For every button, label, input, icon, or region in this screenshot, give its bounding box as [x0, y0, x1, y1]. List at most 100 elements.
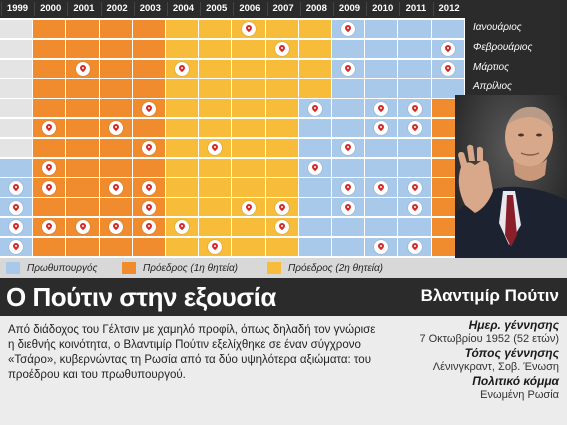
timeline-cell: [365, 79, 398, 98]
location-pin-icon: [407, 200, 422, 215]
timeline-cell: [0, 158, 33, 177]
year-header-cell: 2010: [366, 2, 398, 16]
year-header-cell: 2011: [399, 2, 431, 16]
person-facts: Ημερ. γέννησης 7 Οκτωβρίου 1952 (52 ετών…: [369, 318, 559, 402]
timeline-cell: [332, 237, 365, 257]
location-pin-icon: [42, 121, 57, 136]
year-header-cell: 2007: [266, 2, 299, 16]
timeline-cell: [166, 158, 199, 177]
timeline-cell: [199, 119, 232, 138]
timeline-cell: [431, 20, 464, 39]
timeline-cell: [66, 99, 99, 118]
timeline-cell: [99, 237, 132, 257]
timeline-cell: [298, 59, 331, 78]
timeline-cell: [298, 138, 331, 158]
timeline-cell: [99, 198, 132, 217]
location-pin-icon: [108, 121, 123, 136]
timeline-cell: [0, 79, 33, 98]
timeline-cell: [166, 20, 199, 39]
location-pin-icon: [108, 220, 123, 235]
location-pin-icon: [307, 161, 322, 175]
timeline-cell: [265, 237, 298, 257]
timeline-cell: [132, 119, 165, 138]
location-pin-icon: [374, 121, 389, 136]
timeline-cell: [66, 79, 99, 98]
location-pin-icon: [307, 101, 322, 116]
timeline-cell: [66, 198, 99, 217]
timeline-cell: [332, 39, 365, 59]
year-header-cell: 2005: [200, 2, 232, 16]
timeline-cell: [265, 178, 298, 197]
timeline-cell: [298, 119, 331, 138]
timeline-cell: [66, 20, 99, 39]
timeline-cell: [298, 237, 331, 257]
location-pin-icon: [440, 62, 455, 76]
year-header: 1999 2000 2001 2002 2003 2004 2005 2006 2007 2008…: [0, 0, 567, 18]
year-header-cell: 2008: [299, 2, 332, 16]
timeline-cell: [265, 99, 298, 118]
location-pin-icon: [374, 240, 389, 255]
timeline-cell: [33, 59, 66, 78]
year-header-cell: 2012: [432, 2, 465, 16]
year-header-cell: 2000: [34, 2, 66, 16]
timeline-cell: [398, 79, 431, 98]
timeline-cell: [0, 39, 33, 59]
location-pin-icon: [9, 220, 24, 235]
timeline-cell: [232, 178, 265, 197]
timeline-cell: [332, 119, 365, 138]
timeline-cell: [0, 59, 33, 78]
timeline-cell: [332, 99, 365, 118]
timeline-cell: [166, 99, 199, 118]
timeline-cell: [166, 178, 199, 197]
timeline-cell: [132, 79, 165, 98]
year-header-cell: 2009: [333, 2, 365, 16]
timeline-cell: [132, 39, 165, 59]
timeline-cell: [166, 198, 199, 217]
month-label: Μάρτιος: [473, 61, 509, 73]
location-pin-icon: [42, 220, 57, 235]
year-header-cell: 2003: [133, 2, 166, 16]
legend-swatch: [6, 262, 20, 274]
timeline-cell: [265, 138, 298, 158]
timeline-cell: [99, 79, 132, 98]
month-label: Απρίλιος: [473, 81, 512, 93]
timeline-cell: [398, 218, 431, 237]
timeline-cell: [66, 119, 99, 138]
month-label: Φεβρουάριος: [473, 41, 533, 53]
timeline-cell: [332, 158, 365, 177]
timeline-cell: [99, 158, 132, 177]
timeline-cell: [298, 79, 331, 98]
timeline-cell: [199, 59, 232, 78]
legend-item-president-second-term: Πρόεδρος (2η θητεία): [267, 261, 383, 275]
location-pin-icon: [175, 220, 190, 235]
timeline-cell: [332, 218, 365, 237]
timeline-cell: [33, 79, 66, 98]
timeline-cell: [99, 39, 132, 59]
location-pin-icon: [241, 200, 256, 215]
location-pin-icon: [407, 180, 422, 195]
timeline-cell: [398, 158, 431, 177]
timeline-cell: [166, 79, 199, 98]
timeline-cell: [232, 158, 265, 177]
timeline-cell: [232, 119, 265, 138]
location-pin-icon: [274, 42, 289, 57]
timeline-cell: [431, 79, 464, 98]
timeline-cell: [199, 158, 232, 177]
year-header-cell: 1999: [1, 2, 33, 16]
location-pin-icon: [75, 220, 90, 235]
fact-label-party: Πολιτικό κόμμα: [472, 374, 559, 388]
timeline-cell: [199, 99, 232, 118]
timeline-cell: [332, 79, 365, 98]
fact-label-birthdate: Ημερ. γέννησης: [468, 318, 559, 332]
timeline-cell: [66, 138, 99, 158]
fact-value-party: Ενωμένη Ρωσία: [480, 389, 559, 401]
location-pin-icon: [274, 220, 289, 235]
timeline-cell: [33, 237, 66, 257]
year-header-cell: 2006: [233, 2, 265, 16]
timeline-cell: [166, 39, 199, 59]
timeline-cell: [199, 218, 232, 237]
location-pin-icon: [141, 220, 156, 235]
timeline-cell: [199, 20, 232, 39]
title-band: Ο Πούτιν στην εξουσία Βλαντιμίρ Πούτιν: [0, 278, 567, 316]
timeline-cell: [232, 99, 265, 118]
